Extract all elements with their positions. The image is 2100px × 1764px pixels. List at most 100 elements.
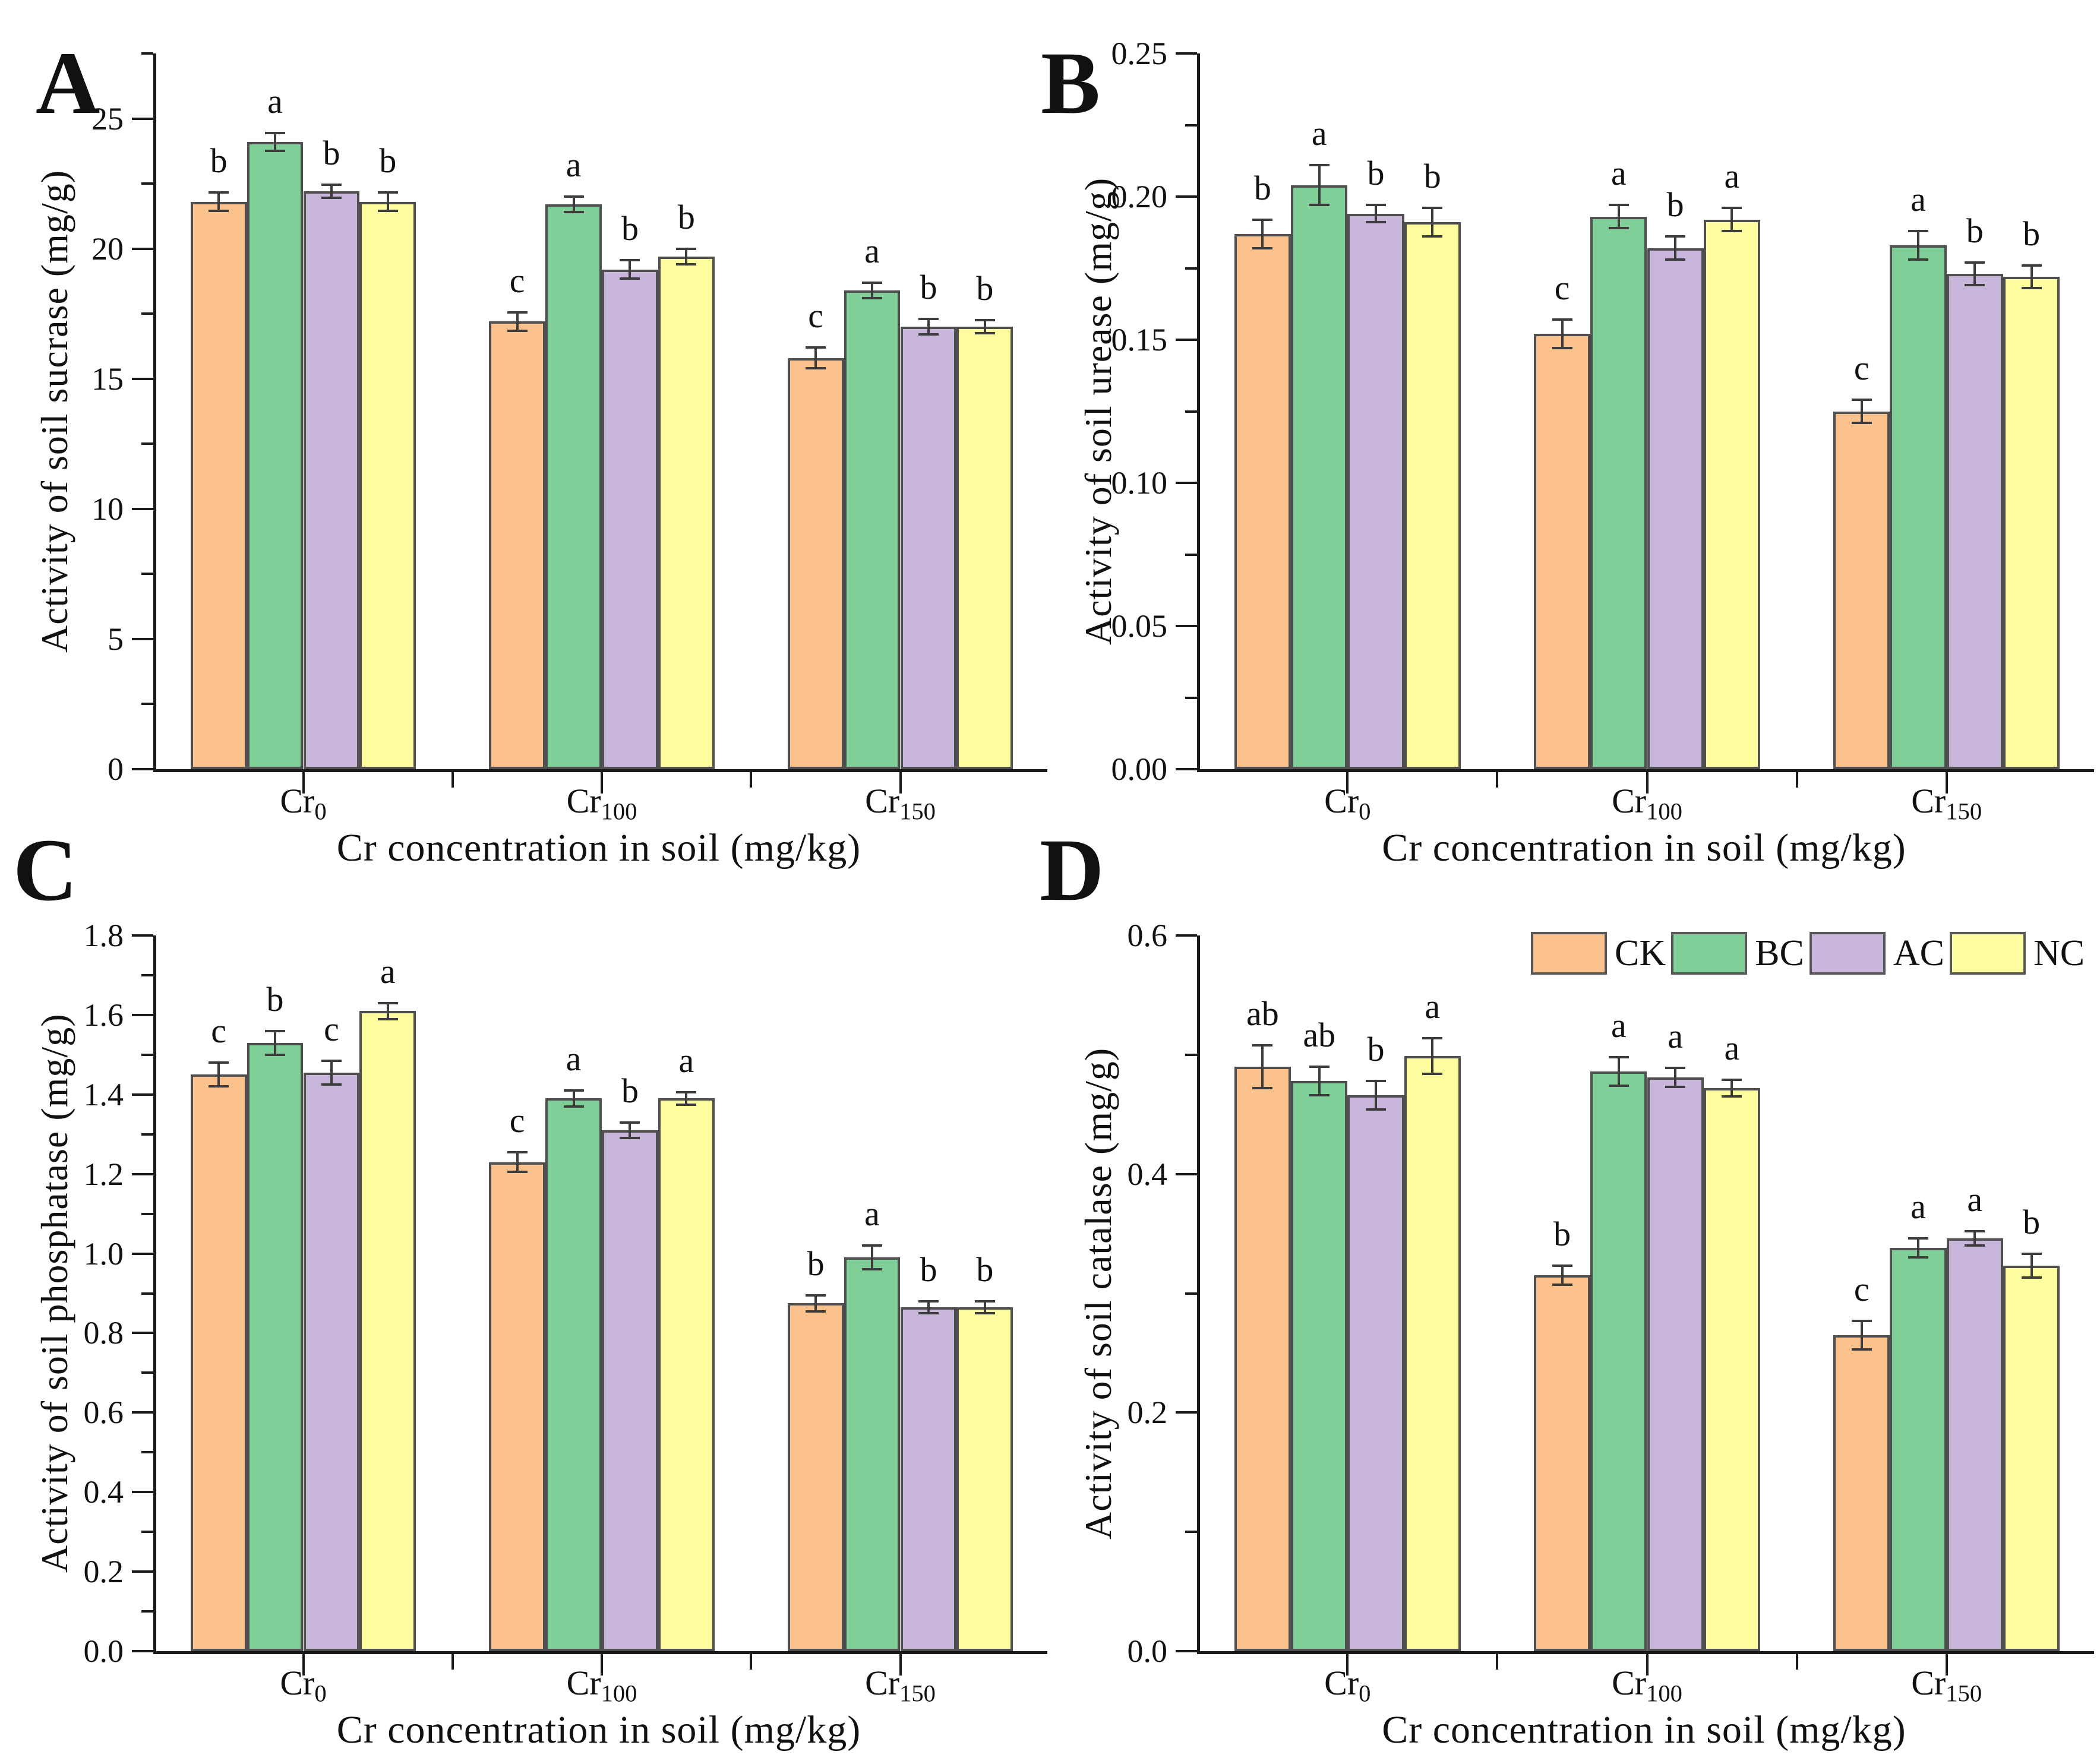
error-bar: [927, 318, 930, 335]
bar-AC-Cr150: [900, 1307, 957, 1651]
error-bar-cap: [265, 150, 286, 153]
legend: CK BC AC NC: [1531, 932, 2090, 975]
bar-BC-Cr150: [844, 290, 901, 769]
error-bar: [217, 192, 220, 211]
x-category-label: Cr0: [1324, 1664, 1371, 1707]
x-tick-minor: [451, 1654, 454, 1670]
error-bar: [927, 1301, 930, 1313]
sig-letter: a: [1724, 157, 1740, 196]
error-bar: [629, 1122, 631, 1139]
bar-AC-Cr100: [602, 1130, 658, 1651]
error-bar-cap: [620, 259, 640, 262]
y-tick-label: 0.10: [1111, 465, 1168, 501]
y-tick-label: 0.6: [1127, 918, 1168, 953]
plot-area: 0.0 0.2 0.4 0.6 Cr0 Cr100 Cr150 ab ab b a b a a a c a a b: [1128, 918, 2094, 1706]
x-tick-minor: [451, 772, 454, 788]
x-tick: [302, 772, 305, 794]
y-tick-label: 20: [91, 230, 124, 267]
bar-AC-Cr0: [1347, 213, 1404, 769]
sig-letter: c: [211, 1011, 226, 1051]
y-tick: [1185, 124, 1197, 127]
bar-CK-Cr0: [1234, 233, 1291, 769]
y-tick: [1176, 934, 1197, 937]
bar-CK-Cr0: [190, 1074, 247, 1651]
y-tick: [132, 377, 153, 380]
y-tick: [132, 1411, 153, 1414]
error-bar-cap: [507, 311, 528, 314]
y-tick: [132, 1172, 153, 1175]
panel-letter-d: D: [1040, 821, 1104, 919]
error-bar-cap: [321, 184, 342, 186]
error-bar: [685, 248, 688, 264]
sig-letter: a: [1425, 987, 1441, 1026]
y-tick: [132, 1093, 153, 1096]
y-tick-label: 0.15: [1111, 322, 1168, 358]
y-tick-label: 0.4: [83, 1474, 124, 1510]
bar-CK-Cr150: [787, 358, 844, 769]
y-tick-label: 0.0: [83, 1633, 124, 1669]
error-bar-cap: [1422, 1036, 1443, 1039]
x-tick: [1346, 1654, 1349, 1676]
error-bar-cap: [377, 1017, 398, 1020]
sig-letter: c: [1853, 1269, 1870, 1308]
error-bar-cap: [806, 1310, 826, 1313]
bar-CK-Cr100: [489, 1162, 546, 1651]
error-bar-cap: [1665, 1066, 1686, 1069]
error-bar-cap: [321, 1059, 342, 1062]
sig-letter: b: [1367, 1030, 1385, 1069]
x-tick-minor: [1496, 1654, 1499, 1670]
x-category-label: Cr150: [1911, 1664, 1982, 1707]
error-bar-cap: [321, 197, 342, 200]
x-tick: [899, 1654, 902, 1676]
x-category-label: Cr150: [865, 1664, 936, 1707]
panel-letter-a: A: [36, 34, 100, 132]
error-bar: [983, 1301, 986, 1313]
error-bar-cap: [1965, 1244, 1985, 1247]
y-tick: [132, 1650, 153, 1652]
sig-letter: a: [1610, 1006, 1627, 1045]
bar-BC-Cr0: [247, 1042, 304, 1651]
error-bar-cap: [265, 1053, 286, 1056]
error-bar-cap: [265, 1029, 286, 1032]
y-tick: [1176, 195, 1197, 198]
sig-letter: b: [1553, 1215, 1571, 1254]
legend-label-bc: BC: [1755, 932, 1804, 973]
error-bar-cap: [1851, 1348, 1872, 1351]
error-bar-cap: [2021, 1276, 2042, 1279]
y-tick-label: 0.05: [1111, 608, 1168, 644]
error-bar: [1917, 1238, 1920, 1258]
bar-CK-Cr100: [489, 321, 546, 769]
error-bar-cap: [209, 210, 229, 213]
error-bar-cap: [377, 191, 398, 194]
error-bar-cap: [1252, 218, 1273, 221]
error-bar: [1617, 1057, 1620, 1086]
y-tick: [141, 1451, 153, 1454]
error-bar-cap: [1965, 284, 1985, 287]
x-category-label: Cr0: [1324, 782, 1371, 825]
sig-letter: c: [1554, 268, 1570, 308]
bar-NC-Cr0: [359, 201, 416, 769]
error-bar: [871, 282, 874, 298]
sig-letter: a: [380, 951, 396, 991]
error-bar-cap: [1908, 1237, 1929, 1240]
error-bar-cap: [1608, 227, 1629, 230]
sig-letter: b: [323, 134, 340, 173]
error-bar: [1374, 1081, 1377, 1110]
error-bar-cap: [806, 367, 826, 370]
y-tick-label: 1.8: [83, 918, 124, 953]
sig-letter: b: [1253, 168, 1271, 207]
error-bar-cap: [806, 346, 826, 349]
error-bar-cap: [1309, 163, 1330, 166]
error-bar: [1674, 236, 1677, 260]
y-tick: [1185, 696, 1197, 699]
bar-NC-Cr150: [956, 1307, 1013, 1651]
y-tick: [132, 117, 153, 120]
y-tick: [1176, 625, 1197, 627]
error-bar: [1730, 208, 1733, 231]
error-bar-cap: [1365, 1108, 1386, 1111]
error-bar-cap: [1851, 399, 1872, 402]
y-tick: [141, 312, 153, 315]
legend-swatch-bc: [1671, 932, 1748, 975]
error-bar-cap: [1552, 1284, 1572, 1286]
error-bar-cap: [1722, 207, 1742, 210]
